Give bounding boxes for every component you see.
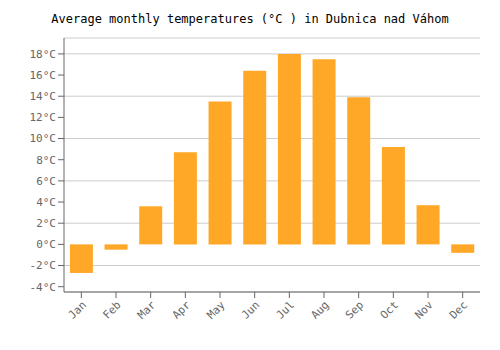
html-text:Average monthly temperatures (: Average monthly temperatures (°C ) in Du…	[51, 12, 449, 26]
svg-text:2°C: 2°C	[36, 217, 56, 230]
svg-text:Mar: Mar	[135, 298, 159, 322]
svg-text:6°C: 6°C	[36, 175, 56, 188]
svg-text:-4°C: -4°C	[30, 281, 57, 294]
svg-text:Apr: Apr	[170, 298, 194, 322]
svg-text:Dec: Dec	[447, 298, 470, 321]
svg-text:8°C: 8°C	[36, 154, 56, 167]
svg-text:Oct: Oct	[378, 298, 401, 321]
svg-text:4°C: 4°C	[36, 196, 56, 209]
svg-text:Sep: Sep	[343, 298, 366, 321]
svg-text:10°C: 10°C	[30, 132, 57, 145]
svg-text:Jul: Jul	[274, 298, 297, 321]
svg-text:Aug: Aug	[308, 298, 331, 321]
svg-text:14°C: 14°C	[30, 90, 57, 103]
svg-text:12°C: 12°C	[30, 111, 57, 124]
svg-text:18°C: 18°C	[30, 48, 57, 61]
svg-text:0°C: 0°C	[36, 238, 56, 251]
svg-text:Jan: Jan	[66, 298, 89, 321]
svg-text:Jun: Jun	[239, 298, 262, 321]
svg-text:Nov: Nov	[412, 298, 436, 322]
svg-text:16°C: 16°C	[30, 69, 57, 82]
svg-text:-2°C: -2°C	[30, 259, 57, 272]
svg-text:May: May	[204, 298, 228, 322]
svg-text:Feb: Feb	[100, 298, 123, 321]
